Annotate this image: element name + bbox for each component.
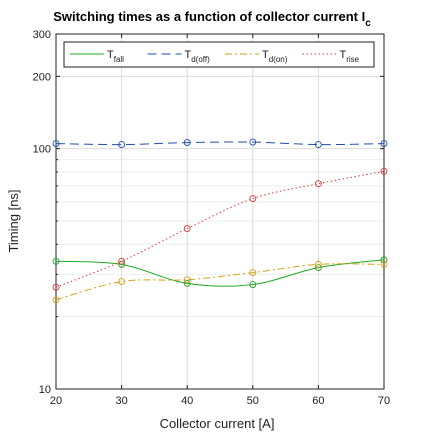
data-point-t-d-on- bbox=[249, 269, 257, 277]
series-line-t-fall bbox=[55, 259, 385, 287]
data-point-t-d-on- bbox=[183, 276, 191, 284]
data-point-t-fall bbox=[380, 256, 388, 264]
chart-title-main: Switching times as a function of collect… bbox=[53, 9, 365, 24]
data-point-t-d-off- bbox=[380, 140, 388, 148]
chart-title: Switching times as a function of collect… bbox=[53, 9, 371, 29]
series-line-t-d-on- bbox=[55, 263, 385, 301]
x-tick-label: 70 bbox=[378, 395, 390, 407]
legend-label-t-fall: Tfall bbox=[107, 49, 124, 64]
data-point-t-d-off- bbox=[118, 141, 126, 149]
chart-title-subscript: c bbox=[365, 18, 371, 29]
series-line-t-rise bbox=[55, 170, 385, 288]
data-point-t-rise bbox=[314, 180, 322, 188]
legend: Tfall Td(off) Td(on) Trise bbox=[63, 41, 375, 68]
y-tick-label: 300 bbox=[33, 29, 51, 41]
data-point-t-d-on- bbox=[380, 260, 388, 268]
data-point-t-d-off- bbox=[314, 141, 322, 149]
data-point-t-d-off- bbox=[249, 138, 257, 146]
y-tick-label: 200 bbox=[33, 71, 51, 83]
x-axis-label: Collector current [A] bbox=[160, 416, 275, 431]
x-tick-label: 40 bbox=[181, 395, 193, 407]
data-point-t-d-off- bbox=[52, 140, 60, 148]
y-tick-label: 100 bbox=[33, 144, 51, 156]
data-point-t-d-off- bbox=[183, 139, 191, 147]
data-point-t-d-on- bbox=[314, 260, 322, 268]
data-point-t-rise bbox=[249, 195, 257, 203]
data-point-t-d-on- bbox=[52, 296, 60, 304]
legend-label-t-d-on-: Td(on) bbox=[262, 49, 288, 64]
data-point-t-rise bbox=[118, 257, 126, 265]
x-tick-label: 20 bbox=[50, 395, 62, 407]
y-tick-label: 10 bbox=[39, 384, 51, 396]
series-layer bbox=[52, 138, 388, 304]
y-axis-label: Timing [ns] bbox=[6, 189, 21, 252]
data-point-t-rise bbox=[52, 283, 60, 291]
data-point-t-fall bbox=[52, 257, 60, 265]
data-point-t-d-on- bbox=[118, 278, 126, 285]
plot-frame bbox=[55, 33, 385, 390]
data-point-t-fall bbox=[183, 279, 191, 287]
legend-label-t-d-off-: Td(off) bbox=[185, 49, 211, 64]
data-point-t-fall bbox=[118, 260, 126, 268]
x-tick-label: 60 bbox=[312, 395, 324, 407]
data-point-t-fall bbox=[249, 281, 257, 289]
series-line-t-d-off- bbox=[55, 141, 385, 146]
data-point-t-rise bbox=[380, 167, 388, 175]
x-tick-label: 30 bbox=[115, 395, 127, 407]
axes: 10 100 200 300 20 30 40 50 60 70 bbox=[33, 29, 390, 407]
legend-box bbox=[63, 41, 375, 68]
legend-label-t-rise: Trise bbox=[340, 49, 360, 64]
x-tick-label: 50 bbox=[247, 395, 259, 407]
data-point-t-rise bbox=[183, 225, 191, 233]
